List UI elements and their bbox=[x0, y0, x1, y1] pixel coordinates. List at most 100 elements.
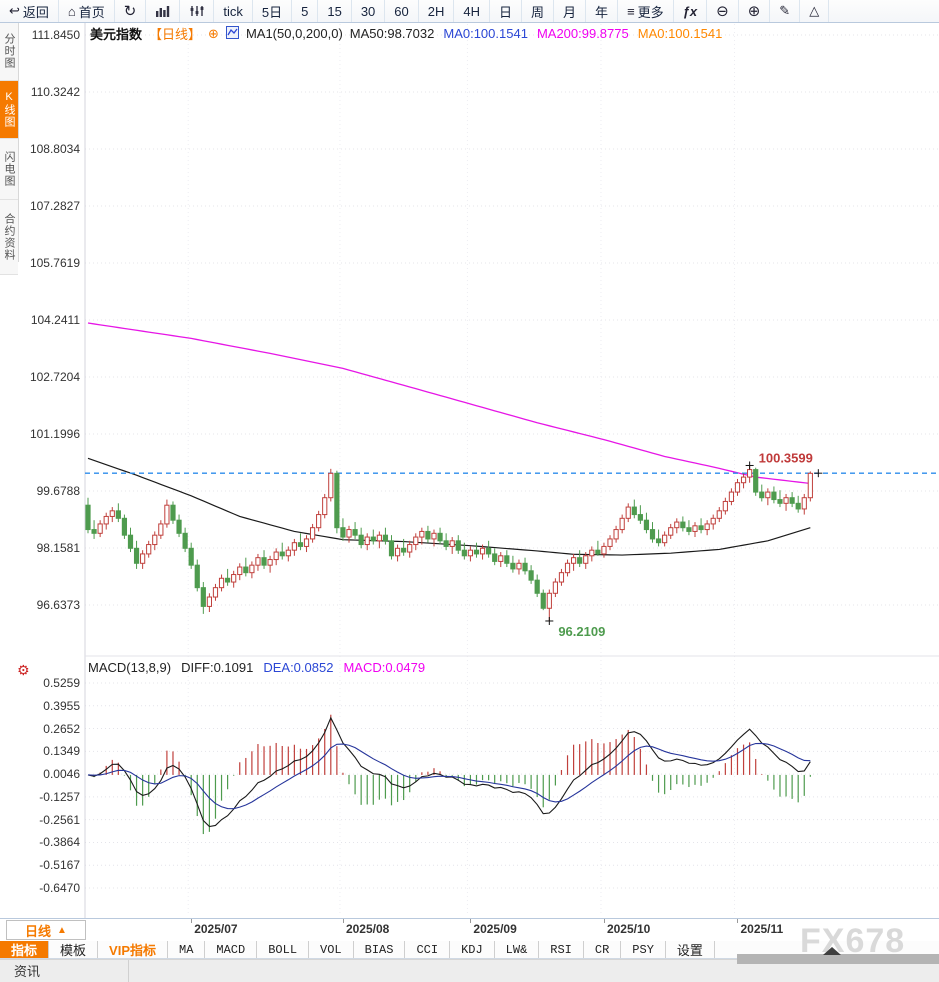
toolbar-button-interval-4h[interactable]: 4H bbox=[454, 0, 490, 22]
toolbar-button-interval-week[interactable]: 周 bbox=[522, 0, 555, 22]
candle-body bbox=[225, 577, 231, 583]
macd-axis-label: 0.2652 bbox=[43, 721, 80, 736]
candle-body bbox=[334, 472, 340, 529]
indicator-button-模板[interactable]: 模板 bbox=[49, 941, 99, 958]
candle-body bbox=[103, 515, 109, 525]
sidebar-tab-flash-chart[interactable]: 闪电图 bbox=[0, 139, 18, 200]
candle-body bbox=[127, 534, 134, 549]
ma-line bbox=[87, 742, 811, 810]
indicator-button-macd[interactable]: MACD bbox=[205, 941, 258, 958]
candle-body bbox=[218, 577, 225, 589]
ma-value-3: MA0:100.1541 bbox=[637, 26, 723, 41]
toolbar-button-interval-year[interactable]: 年 bbox=[586, 0, 619, 22]
more-menu-icon: ≡ bbox=[627, 3, 635, 19]
toolbar-button-draw-tool[interactable]: ✎ bbox=[770, 0, 801, 22]
toolbar-button-interval-60[interactable]: 60 bbox=[385, 0, 419, 22]
candle-body bbox=[631, 506, 637, 516]
date-axis-label: 2025/11 bbox=[740, 922, 784, 936]
candle-body bbox=[140, 553, 146, 564]
toolbar-button-label: 返回 bbox=[22, 4, 49, 20]
candle-body bbox=[595, 549, 601, 555]
toolbar-button-refresh[interactable]: ↻ bbox=[115, 0, 147, 22]
date-axis-label: 2025/07 bbox=[194, 922, 238, 936]
toolbar-button-interval-5d[interactable]: 5日 bbox=[253, 0, 293, 22]
price-axis-label: 110.3242 bbox=[30, 85, 80, 99]
candle-body bbox=[425, 530, 431, 540]
indicator-button-指标[interactable]: 指标 bbox=[0, 941, 50, 958]
panel-resize-handle[interactable] bbox=[737, 947, 939, 964]
indicator-button-设置[interactable]: 设置 bbox=[666, 941, 715, 958]
candle-body bbox=[473, 549, 480, 555]
toolbar-button-indicator-fx[interactable]: ƒx bbox=[674, 0, 708, 22]
toolbar-button-back[interactable]: ↩ 返回 bbox=[0, 0, 59, 22]
sidebar-tab-time-chart[interactable]: 分时图 bbox=[0, 22, 18, 81]
candle-body bbox=[479, 547, 486, 555]
candle-body bbox=[498, 555, 504, 562]
indicator-button-vol[interactable]: VOL bbox=[309, 941, 354, 958]
toolbar-button-interval-month[interactable]: 月 bbox=[554, 0, 587, 22]
macd-axis-label: 0.0046 bbox=[43, 767, 80, 782]
indicator-button-bias[interactable]: BIAS bbox=[354, 941, 406, 958]
add-indicator-icon[interactable]: ⊕ bbox=[208, 25, 219, 41]
candle-body bbox=[382, 534, 389, 542]
candle-body bbox=[504, 555, 510, 564]
ma-value-0: MA50:98.7032 bbox=[349, 26, 435, 41]
candle-body bbox=[649, 529, 656, 540]
candle-body bbox=[692, 525, 698, 532]
macd-title: MACD(13,8,9) bbox=[88, 660, 172, 675]
toolbar-button-label: 2H bbox=[427, 3, 445, 19]
toolbar-button-zoom-out[interactable]: ⊖ bbox=[707, 0, 739, 22]
candle-body bbox=[352, 529, 358, 536]
candle-body bbox=[510, 562, 516, 570]
ma-line bbox=[87, 716, 811, 828]
sidebar-tab-kline-chart[interactable]: K线图 bbox=[0, 81, 18, 139]
zoom-out-icon: ⊖ bbox=[716, 3, 729, 20]
toolbar-button-chart-style-candles[interactable] bbox=[180, 0, 215, 22]
toolbar-button-home[interactable]: ⌂ 首页 bbox=[59, 0, 115, 22]
toolbar-button-interval-2h[interactable]: 2H bbox=[419, 0, 455, 22]
toolbar-button-zoom-in[interactable]: ⊕ bbox=[739, 0, 771, 22]
candle-body bbox=[109, 510, 115, 517]
indicator-button-cci[interactable]: CCI bbox=[405, 941, 451, 958]
sidebar-tab-contract-info[interactable]: 合约资料 bbox=[0, 200, 18, 275]
candle-body bbox=[212, 587, 219, 598]
candle-body bbox=[552, 581, 558, 594]
toolbar-button-interval-day[interactable]: 日 bbox=[490, 0, 523, 22]
candle-body bbox=[564, 562, 571, 574]
indicator-button-boll[interactable]: BOLL bbox=[257, 941, 310, 958]
macd-settings-gear-icon[interactable]: ⚙ bbox=[17, 662, 30, 678]
toolbar-button-shape-tool[interactable]: △ bbox=[800, 0, 830, 22]
indicator-button-kdj[interactable]: KDJ bbox=[450, 941, 495, 958]
candle-body bbox=[255, 557, 261, 566]
indicator-button-ma[interactable]: MA bbox=[168, 941, 206, 958]
candle-body bbox=[316, 514, 322, 529]
indicator-button-vip指标[interactable]: VIP指标 bbox=[98, 941, 168, 958]
toolbar-button-more-menu[interactable]: ≡ 更多 bbox=[618, 0, 674, 22]
toolbar-button-chart-style-bars[interactable] bbox=[146, 0, 181, 22]
candle-body bbox=[734, 482, 741, 493]
candle-body bbox=[188, 547, 194, 566]
indicator-button-lw[interactable]: LW& bbox=[495, 941, 540, 958]
candle-body bbox=[85, 504, 91, 531]
candle-body bbox=[346, 529, 352, 538]
tab-news[interactable]: 资讯 bbox=[14, 964, 41, 979]
date-axis-tick bbox=[191, 919, 193, 923]
candle-body bbox=[267, 559, 273, 566]
indicator-button-psy[interactable]: PSY bbox=[621, 941, 666, 958]
toolbar-button-interval-5[interactable]: 5 bbox=[292, 0, 319, 22]
toolbar-button-interval-30[interactable]: 30 bbox=[352, 0, 386, 22]
period-dropdown-button[interactable]: 日线 ▲ bbox=[6, 920, 86, 940]
toolbar-button-label: 5日 bbox=[261, 4, 283, 20]
price-axis-label: 107.2827 bbox=[29, 199, 80, 213]
toolbar-button-interval-15[interactable]: 15 bbox=[318, 0, 352, 22]
candle-body bbox=[558, 572, 565, 583]
price-axis-label: 105.7619 bbox=[29, 256, 80, 270]
macd-axis-label: -0.2561 bbox=[39, 812, 80, 827]
indicator-button-cr[interactable]: CR bbox=[584, 941, 622, 958]
indicator-button-rsi[interactable]: RSI bbox=[539, 941, 584, 958]
candle-body bbox=[461, 549, 467, 557]
candle-body bbox=[747, 469, 753, 478]
toolbar-button-interval-tick[interactable]: tick bbox=[214, 0, 253, 22]
